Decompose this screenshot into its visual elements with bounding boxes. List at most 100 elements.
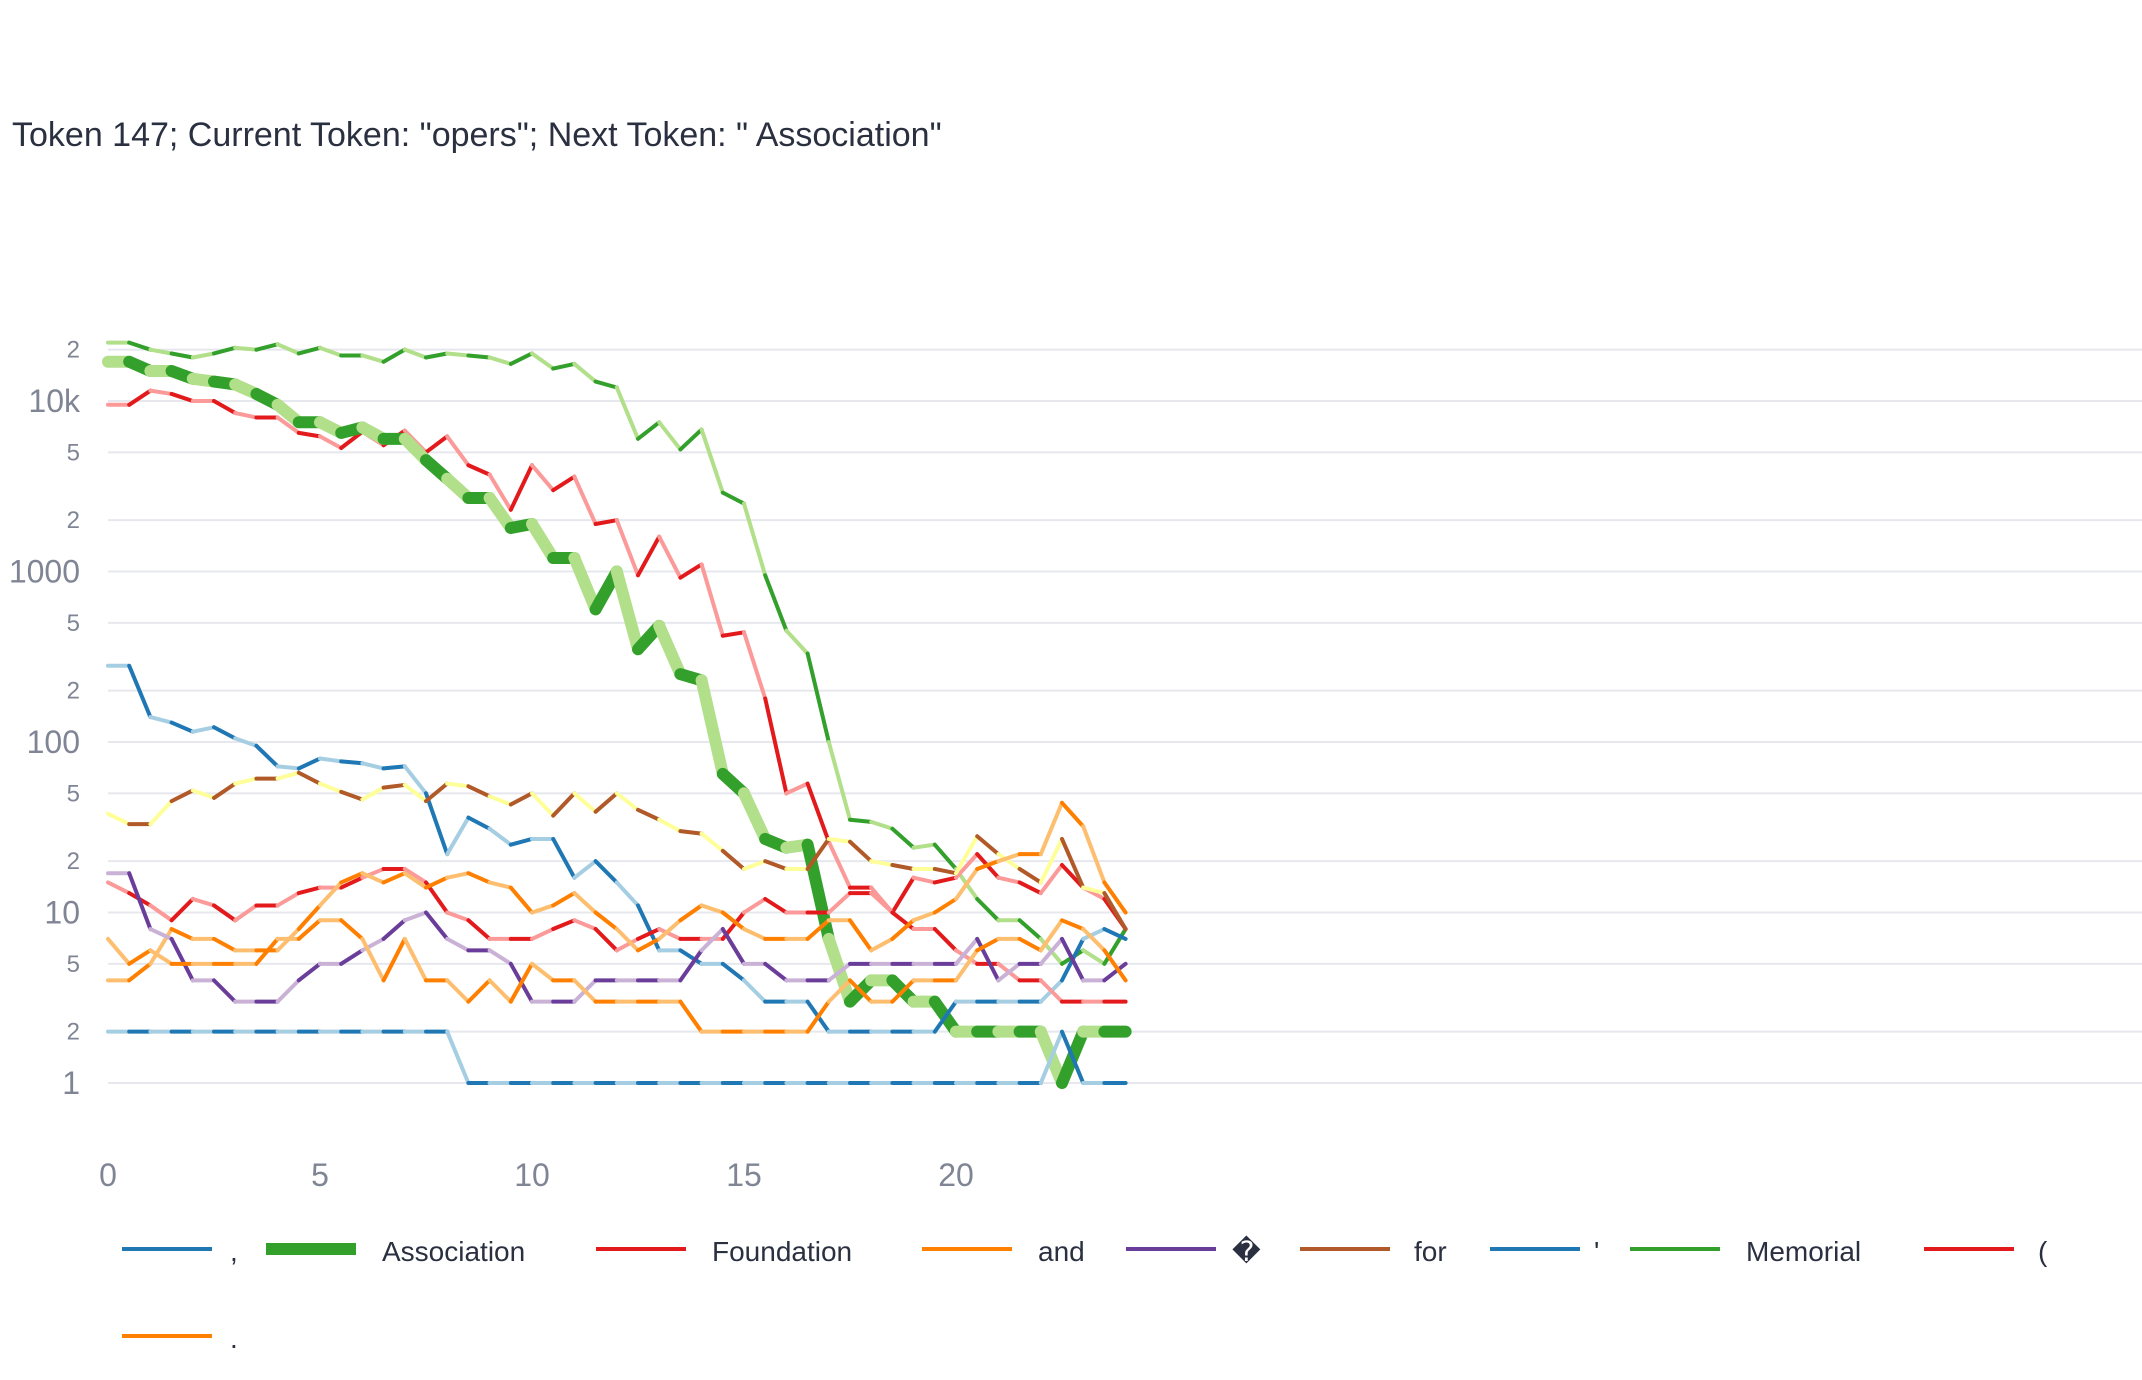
series-segment — [869, 859, 895, 867]
series-segment — [360, 936, 386, 983]
series-segment — [805, 651, 831, 744]
series-segment — [932, 927, 958, 953]
series-segment — [742, 896, 768, 915]
series-segment — [318, 345, 344, 358]
series-segment — [275, 978, 301, 1004]
series-segment — [1081, 885, 1107, 896]
series-segment — [975, 936, 1001, 983]
y-axis-tick-labels: 1 10 100 1000 10k 2 5 2 5 2 5 2 5 2 — [9, 337, 81, 1101]
legend-item[interactable]: � — [1126, 1235, 1261, 1267]
series-segment — [738, 787, 772, 845]
legend-item[interactable]: Memorial — [1630, 1236, 1861, 1267]
series-segment — [212, 399, 238, 416]
series-segment — [148, 948, 174, 966]
series-segment — [466, 784, 492, 799]
series-segment — [296, 903, 322, 932]
series-segment — [614, 518, 640, 578]
series-segment — [763, 896, 789, 915]
series-segment — [699, 427, 725, 495]
series-segment — [445, 351, 471, 358]
series-segment — [169, 391, 195, 403]
series-segment — [932, 842, 958, 871]
legend-item[interactable]: Association — [266, 1236, 525, 1267]
series-segment — [784, 781, 810, 796]
series-segment — [657, 918, 683, 941]
series-segment — [932, 866, 958, 876]
series-segment — [1060, 1029, 1086, 1085]
series-segment — [954, 936, 980, 966]
series-segment — [826, 891, 852, 915]
legend-item[interactable]: for — [1300, 1236, 1447, 1267]
series-segment — [1017, 918, 1043, 941]
x-tick-label: 0 — [99, 1157, 117, 1193]
series-segment — [148, 927, 174, 941]
series-segment — [954, 948, 980, 966]
series-segment — [402, 910, 428, 923]
series-segment — [932, 999, 958, 1034]
series-segment — [1017, 866, 1043, 885]
series-segment — [127, 340, 153, 352]
series-segment — [784, 628, 810, 656]
series-segment — [1102, 961, 1128, 983]
series-segment — [593, 518, 619, 526]
legend-item[interactable]: , — [122, 1236, 238, 1267]
series-segment — [695, 674, 729, 780]
series-segment — [466, 918, 492, 941]
series-segment — [212, 903, 238, 923]
series-segment — [508, 463, 534, 512]
series-segment — [127, 871, 153, 932]
series-segment — [127, 663, 153, 720]
series-segment — [254, 936, 280, 966]
series-segment — [127, 388, 153, 407]
legend-item[interactable]: and — [922, 1236, 1085, 1267]
series-segment — [975, 834, 1001, 857]
series-segment — [742, 630, 768, 701]
y-tick-label: 2 — [67, 337, 80, 364]
series-segment — [636, 807, 662, 822]
legend-item[interactable]: ( — [1924, 1236, 2048, 1267]
series-line — [106, 770, 1128, 932]
y-tick-label: 1 — [62, 1065, 80, 1101]
series-segment — [1038, 936, 1064, 966]
series-segment — [445, 1029, 471, 1085]
series-segment — [148, 799, 174, 827]
series-segment — [508, 791, 534, 807]
series-segment — [445, 910, 471, 923]
series-segment — [424, 351, 450, 360]
y-tick-label: 10 — [44, 895, 80, 931]
legend-label: , — [230, 1236, 238, 1267]
series-segment — [424, 781, 450, 804]
series-segment — [466, 871, 492, 885]
series-segment — [466, 978, 492, 1004]
series-segment — [127, 948, 153, 966]
series-segment — [1102, 927, 1128, 941]
legend-item[interactable]: Foundation — [596, 1236, 852, 1267]
series-segment — [275, 415, 301, 435]
legend-item[interactable]: . — [122, 1323, 238, 1354]
series-segment — [996, 961, 1022, 983]
series-segment — [445, 936, 471, 953]
series-segment — [699, 927, 725, 953]
series-segment — [805, 836, 831, 871]
series-segment — [911, 910, 937, 923]
series-segment — [402, 347, 428, 360]
legend-label: ( — [2038, 1236, 2048, 1267]
legend-label: for — [1414, 1236, 1447, 1267]
series-segment — [483, 491, 517, 534]
series-segment — [996, 852, 1022, 871]
series-lines — [102, 340, 1132, 1089]
series-segment — [572, 978, 598, 1004]
series-segment — [572, 474, 598, 526]
series-segment — [551, 474, 577, 493]
series-segment — [742, 859, 768, 871]
series-segment — [148, 347, 174, 356]
series-segment — [568, 551, 602, 616]
series-line — [106, 340, 1128, 966]
series-segment — [975, 936, 1001, 953]
series-segment — [932, 875, 958, 885]
series-segment — [445, 815, 471, 857]
series-segment — [720, 848, 746, 871]
series-segment — [339, 871, 365, 885]
legend-item[interactable]: ' — [1490, 1236, 1599, 1267]
